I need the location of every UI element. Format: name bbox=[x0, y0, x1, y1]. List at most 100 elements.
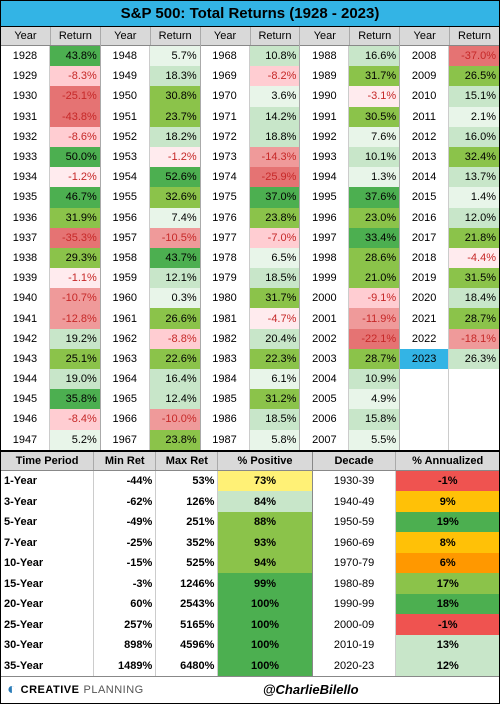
summary-row: 2000-09-1% bbox=[313, 614, 499, 635]
table-row: 202018.4% bbox=[400, 288, 499, 308]
table-row: 19786.5% bbox=[201, 248, 300, 268]
table-row: 200328.7% bbox=[300, 349, 399, 369]
summary-cell: -49% bbox=[94, 512, 156, 533]
return-cell: 32.4% bbox=[449, 147, 499, 167]
table-row: 197537.0% bbox=[201, 187, 300, 207]
year-cell: 2012 bbox=[400, 127, 449, 147]
year-cell: 1975 bbox=[201, 187, 250, 207]
table-row: 1937-35.3% bbox=[1, 228, 100, 248]
returns-table: YearReturn192843.8%1929-8.3%1930-25.1%19… bbox=[1, 27, 499, 450]
table-row: 20075.5% bbox=[300, 430, 399, 450]
summary-cell: 93% bbox=[218, 532, 311, 553]
summary-cell: 5-Year bbox=[1, 512, 94, 533]
year-cell: 1979 bbox=[201, 268, 250, 288]
summary-cell: -15% bbox=[94, 553, 156, 574]
table-row: 198531.2% bbox=[201, 389, 300, 409]
summary-header: % Annualized bbox=[396, 452, 499, 470]
annualized-cell: 17% bbox=[396, 573, 499, 594]
year-cell: 1941 bbox=[1, 308, 50, 328]
table-row: 2001-11.9% bbox=[300, 308, 399, 328]
annualized-cell: 8% bbox=[396, 532, 499, 553]
table-row: 194325.1% bbox=[1, 349, 100, 369]
return-cell: -8.3% bbox=[50, 66, 100, 86]
table-row bbox=[400, 389, 499, 409]
return-cell: 28.6% bbox=[349, 248, 399, 268]
table-row: 198816.6% bbox=[300, 46, 399, 66]
year-cell: 2023 bbox=[400, 349, 449, 369]
return-cell: 7.6% bbox=[349, 127, 399, 147]
year-cell: 2007 bbox=[300, 430, 349, 450]
year-cell: 1965 bbox=[101, 389, 150, 409]
table-row: 193829.3% bbox=[1, 248, 100, 268]
return-cell: 10.8% bbox=[250, 46, 300, 66]
return-cell: 1.4% bbox=[449, 187, 499, 207]
return-cell: -18.1% bbox=[449, 329, 499, 349]
table-row: 192843.8% bbox=[1, 46, 100, 66]
return-cell: 28.7% bbox=[349, 349, 399, 369]
return-cell: 2.1% bbox=[449, 107, 499, 127]
table-row: 194535.8% bbox=[1, 389, 100, 409]
year-header: Year bbox=[101, 27, 151, 45]
year-cell: 2004 bbox=[300, 369, 349, 389]
return-cell: 37.0% bbox=[250, 187, 300, 207]
year-cell: 1958 bbox=[101, 248, 150, 268]
return-cell: -8.6% bbox=[50, 127, 100, 147]
return-cell: -22.1% bbox=[349, 329, 399, 349]
return-cell: 26.3% bbox=[449, 349, 499, 369]
year-cell: 1961 bbox=[101, 308, 150, 328]
table-row: 193546.7% bbox=[1, 187, 100, 207]
table-row: 195452.6% bbox=[101, 167, 200, 187]
return-cell: -3.1% bbox=[349, 86, 399, 106]
year-cell: 1987 bbox=[201, 430, 250, 450]
table-row: 20112.1% bbox=[400, 107, 499, 127]
return-cell: 18.2% bbox=[150, 127, 200, 147]
column-group: YearReturn192843.8%1929-8.3%1930-25.1%19… bbox=[1, 27, 101, 450]
year-cell: 1972 bbox=[201, 127, 250, 147]
return-cell: 10.1% bbox=[349, 147, 399, 167]
return-cell: -8.2% bbox=[250, 66, 300, 86]
decade-cell: 2010-19 bbox=[313, 635, 397, 656]
summary-cell: 20-Year bbox=[1, 594, 94, 615]
return-header: Return bbox=[251, 27, 300, 45]
return-cell: -43.8% bbox=[50, 107, 100, 127]
summary-cell: 15-Year bbox=[1, 573, 94, 594]
summary-row: 1960-698% bbox=[313, 532, 499, 553]
table-row: 1981-4.7% bbox=[201, 308, 300, 328]
summary-row: 1940-499% bbox=[313, 491, 499, 512]
summary-cell: -25% bbox=[94, 532, 156, 553]
summary-row: 2020-2312% bbox=[313, 655, 499, 676]
return-cell: 12.1% bbox=[150, 268, 200, 288]
return-cell: 23.7% bbox=[150, 107, 200, 127]
table-row: 1990-3.1% bbox=[300, 86, 399, 106]
year-cell: 1949 bbox=[101, 66, 150, 86]
year-cell: 1950 bbox=[101, 86, 150, 106]
return-cell: 16.4% bbox=[150, 369, 200, 389]
year-cell: 2015 bbox=[400, 187, 449, 207]
table-row: 197218.8% bbox=[201, 127, 300, 147]
summary-row: 1950-5919% bbox=[313, 512, 499, 533]
decade-cell: 1970-79 bbox=[313, 553, 397, 574]
year-cell: 1999 bbox=[300, 268, 349, 288]
summary-header: Max Ret bbox=[156, 452, 218, 470]
return-cell: 31.5% bbox=[449, 268, 499, 288]
year-header: Year bbox=[1, 27, 51, 45]
return-cell: 18.5% bbox=[250, 409, 300, 429]
return-cell: 21.8% bbox=[449, 228, 499, 248]
summary-row: 1990-9918% bbox=[313, 594, 499, 615]
table-row: 196322.6% bbox=[101, 349, 200, 369]
return-cell: 7.4% bbox=[150, 208, 200, 228]
return-cell: -10.7% bbox=[50, 288, 100, 308]
year-cell: 1946 bbox=[1, 409, 50, 429]
summary-row: 7-Year-25%352%93% bbox=[1, 532, 312, 553]
return-cell: 43.7% bbox=[150, 248, 200, 268]
year-cell: 1932 bbox=[1, 127, 50, 147]
return-cell: -14.3% bbox=[250, 147, 300, 167]
table-row: 1946-8.4% bbox=[1, 409, 100, 429]
table-row: 197114.2% bbox=[201, 107, 300, 127]
summary-cell: 53% bbox=[156, 471, 218, 492]
table-row: 1969-8.2% bbox=[201, 66, 300, 86]
year-cell: 2001 bbox=[300, 308, 349, 328]
table-row: 198322.3% bbox=[201, 349, 300, 369]
decade-cell: 1980-89 bbox=[313, 573, 397, 594]
year-cell: 1940 bbox=[1, 288, 50, 308]
